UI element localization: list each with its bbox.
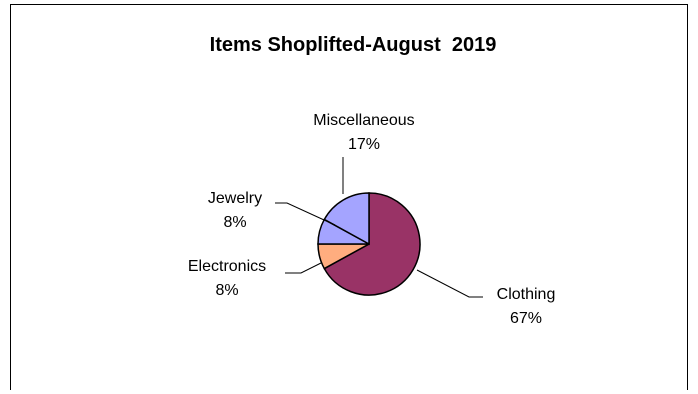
leader-line-electronics — [285, 262, 322, 274]
leader-line-clothing — [416, 269, 483, 298]
slice-label-electronics: Electronics — [188, 258, 266, 275]
chart-title: Items Shoplifted-August 2019 — [210, 34, 497, 56]
slice-label-clothing: Clothing — [497, 286, 556, 303]
pie-slice-clothing — [323, 192, 421, 296]
leader-lines — [275, 157, 483, 298]
pie-slice-miscellaneous — [323, 192, 370, 246]
chart-frame: Items Shoplifted-August 2019 Clothing 67%… — [10, 4, 688, 390]
slice-labels: Clothing 67% Electronics 8% Jewelry 8% Miscell… — [188, 112, 555, 327]
leader-line-jewelry — [275, 202, 336, 226]
slice-value-jewelry: 8% — [223, 214, 246, 231]
slice-value-electronics: 8% — [215, 282, 238, 299]
pie-slices — [317, 192, 421, 296]
slice-label-jewelry: Jewelry — [208, 190, 262, 207]
slice-label-miscellaneous: Miscellaneous — [313, 112, 414, 129]
slice-value-miscellaneous: 17% — [348, 136, 380, 153]
slice-value-clothing: 67% — [510, 310, 542, 327]
pie-chart: Items Shoplifted-August 2019 Clothing 67%… — [188, 34, 555, 327]
